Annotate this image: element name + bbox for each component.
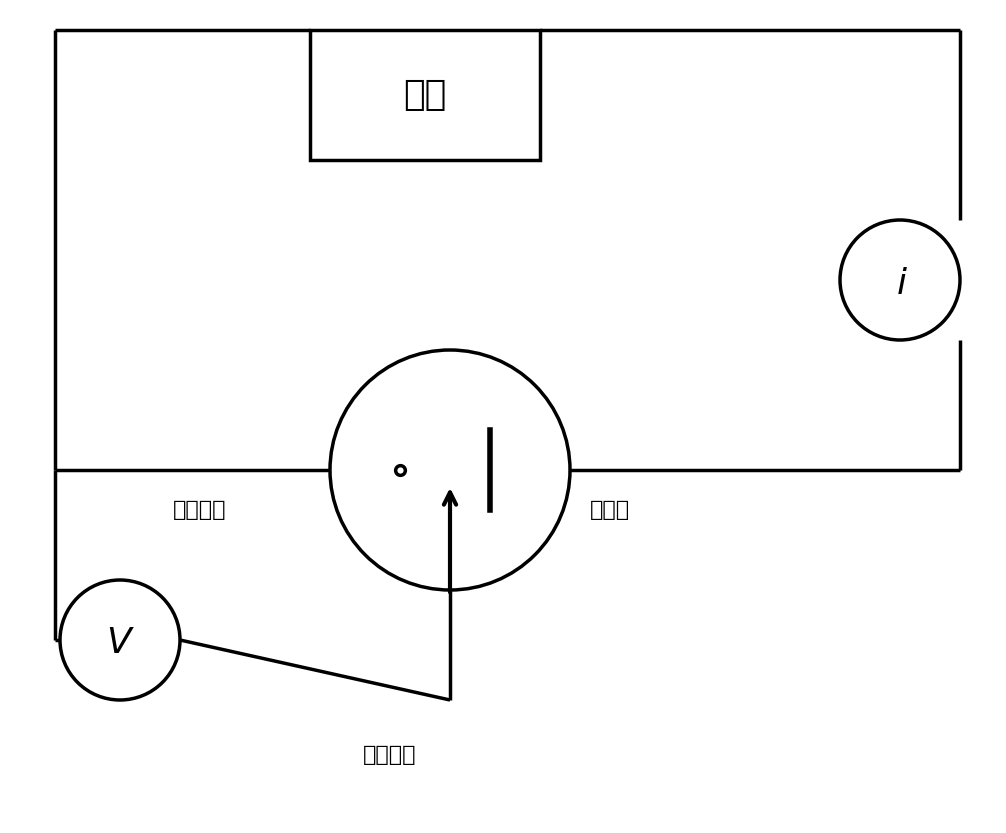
Text: 电源: 电源: [403, 78, 447, 112]
Text: 对电湟: 对电湟: [590, 500, 630, 520]
Circle shape: [840, 220, 960, 340]
Text: 参比电湟: 参比电湟: [363, 745, 416, 765]
Bar: [310, 30, 540, 160]
Text: 工作电湟: 工作电湟: [173, 500, 226, 520]
Text: $i$: $i$: [896, 267, 908, 301]
Text: $V$: $V$: [106, 626, 135, 660]
Circle shape: [60, 580, 180, 700]
Circle shape: [330, 350, 570, 590]
